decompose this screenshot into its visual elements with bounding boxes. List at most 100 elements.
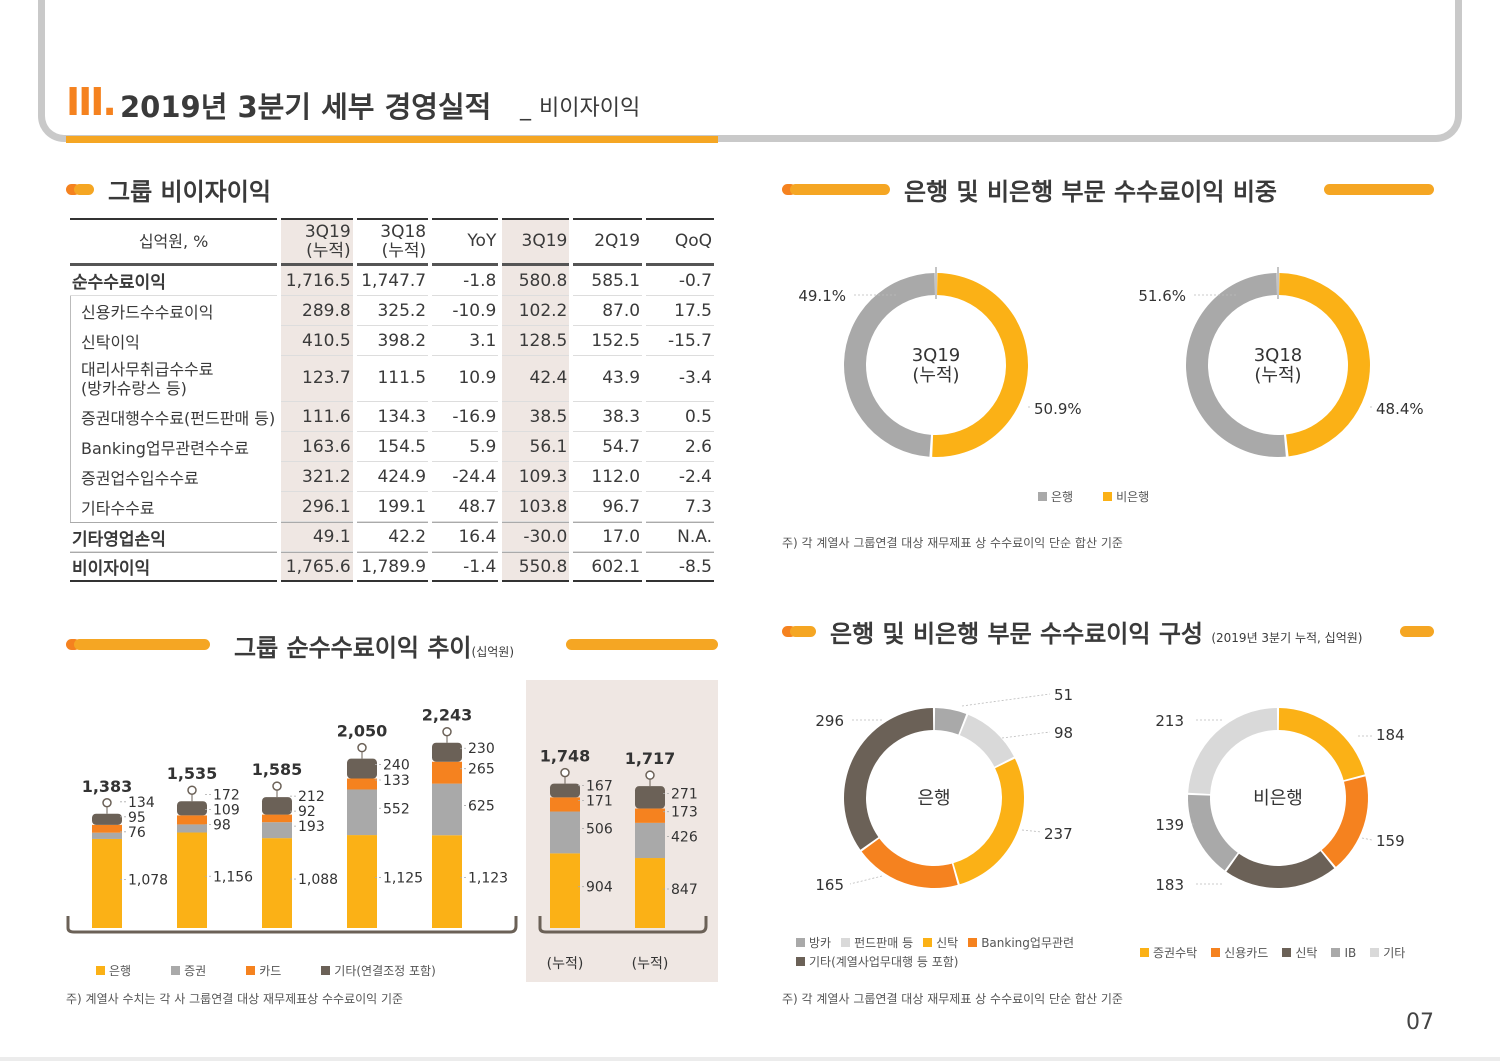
donut-center-label: (누적) <box>1254 365 1301 386</box>
table-cell: -8.5 <box>646 552 714 582</box>
table-cell: 154.5 <box>356 432 429 462</box>
slice-label: 139 <box>1155 816 1184 834</box>
legend-swatch <box>246 966 256 975</box>
table-cell: 5.9 <box>432 432 499 462</box>
table-cell: 398.2 <box>356 326 429 356</box>
table-section-title: 그룹 비이자이익 <box>108 178 271 206</box>
table-cell: -2.4 <box>646 462 714 492</box>
table-cell: 10.9 <box>432 356 499 402</box>
non-interest-income-table: 십억원, % 3Q19 (누적) 3Q18 (누적) YoY 3Q19 2Q19 Q… <box>66 218 718 582</box>
table-cell: 38.3 <box>573 402 643 432</box>
legend-swatch <box>1103 492 1113 501</box>
table-cell: 602.1 <box>573 552 643 582</box>
slice-label: 237 <box>1044 825 1073 843</box>
bar-segment <box>177 815 207 825</box>
legend-item: 은행 <box>96 962 131 979</box>
table-row: 기타수수료 296.1 199.1 48.7 103.8 96.7 7.3 <box>70 492 714 522</box>
slice-leader <box>1021 829 1043 833</box>
data-label: 240 <box>383 758 410 774</box>
table-cell: 1,765.6 <box>281 552 353 582</box>
bar-segment <box>347 789 377 836</box>
trend-section-pill-left <box>74 639 210 650</box>
table-cell: 325.2 <box>356 296 429 326</box>
category-sublabel: (누적) <box>546 956 584 972</box>
donut-slice <box>1278 708 1365 781</box>
table-cell: 87.0 <box>573 296 643 326</box>
col-header: 3Q19 <box>502 218 570 266</box>
row-label: 신탁이익 <box>70 326 277 356</box>
data-label: 1,156 <box>213 869 253 885</box>
table-cell: 199.1 <box>356 492 429 522</box>
table-cell: 163.6 <box>281 432 353 462</box>
col-header: QoQ <box>646 218 714 266</box>
row-label: 비이자이익 <box>70 552 278 582</box>
data-label: 171 <box>586 793 613 809</box>
table-cell: 410.5 <box>281 326 353 356</box>
donut-center-label: 은행 <box>917 788 950 809</box>
donut-slice <box>1188 794 1238 871</box>
bar-segment <box>347 778 377 790</box>
bottom-rule <box>0 1057 1500 1061</box>
table-cell: 96.7 <box>573 492 643 522</box>
legend-swatch <box>968 938 978 947</box>
table-row: 신용카드수수료이익 289.8 325.2 -10.9 102.2 87.0 17.5 <box>70 296 714 326</box>
legend-swatch <box>1211 948 1221 957</box>
table-cell: -0.7 <box>646 266 714 296</box>
bar-segment <box>635 808 665 823</box>
table-row: 기타영업손익 49.1 42.2 16.4 -30.0 17.0 N.A. <box>70 522 714 552</box>
bar-segment <box>550 853 580 928</box>
table-cell: 580.8 <box>502 266 570 296</box>
legend-item: 펀드판매 등 <box>841 934 913 951</box>
data-label: 265 <box>468 762 495 778</box>
bar-segment <box>635 822 665 859</box>
row-label: Banking업무관련수수료 <box>70 432 277 462</box>
header-frame <box>38 0 1462 142</box>
data-label: 847 <box>671 882 698 898</box>
slice-label: 165 <box>815 876 844 894</box>
table-cell: 296.1 <box>281 492 353 522</box>
table-section-bullet <box>66 184 80 195</box>
axis-bracket <box>66 916 518 934</box>
legend-label: 은행 <box>109 964 132 978</box>
legend-label: 비은행 <box>1116 490 1150 504</box>
legend-item: 기타(연결조정 포함) <box>321 962 436 979</box>
donut-center-label: (누적) <box>912 365 959 386</box>
table-cell: -10.9 <box>432 296 499 326</box>
legend-item: 카드 <box>246 962 281 979</box>
legend-swatch <box>1140 948 1149 957</box>
bar-segment <box>550 811 580 854</box>
donut-slice <box>1321 776 1368 867</box>
bar-segment <box>177 801 207 816</box>
data-label: 167 <box>586 778 613 794</box>
table-cell: 321.2 <box>281 462 353 492</box>
legend-label: 은행 <box>1051 490 1074 504</box>
legend-label: 방카 <box>809 936 832 950</box>
table-cell: 3.1 <box>432 326 499 356</box>
slice-label: 184 <box>1376 726 1405 744</box>
donut-center-label: 3Q18 <box>1254 345 1303 366</box>
trend-section-bullet <box>66 639 80 650</box>
table-cell: 16.4 <box>432 522 499 552</box>
bar-segment <box>92 832 122 839</box>
table-cell: 49.1 <box>281 522 353 552</box>
table-cell: 1,716.5 <box>281 266 353 296</box>
col-header: YoY <box>432 218 499 266</box>
legend-label: 기타(계열사업무대행 등 포함) <box>809 955 959 969</box>
donut-slice <box>844 708 934 850</box>
table-cell: -30.0 <box>502 522 570 552</box>
total-label: 1,535 <box>167 764 218 783</box>
data-label: 172 <box>213 787 240 803</box>
header-accent-line <box>66 136 718 143</box>
table-row: 신탁이익 410.5 398.2 3.1 128.5 152.5 -15.7 <box>70 326 714 356</box>
col-header: 3Q18 (누적) <box>356 218 429 266</box>
share-legend: 은행 비은행 <box>1038 488 1149 505</box>
section-number: III. <box>66 80 117 124</box>
data-label: 212 <box>298 789 325 805</box>
legend-label: Banking업무관련 <box>981 936 1075 950</box>
legend-label: 카드 <box>259 964 282 978</box>
data-label: 193 <box>298 819 325 835</box>
page-number: 07 <box>1406 1010 1434 1035</box>
subtitle-dash: _ <box>520 96 531 121</box>
table-cell: 109.3 <box>502 462 570 492</box>
comp-note: 주) 각 계열사 그룹연결 대상 재무제표 상 수수료이익 단순 합산 기준 <box>782 992 1123 1006</box>
